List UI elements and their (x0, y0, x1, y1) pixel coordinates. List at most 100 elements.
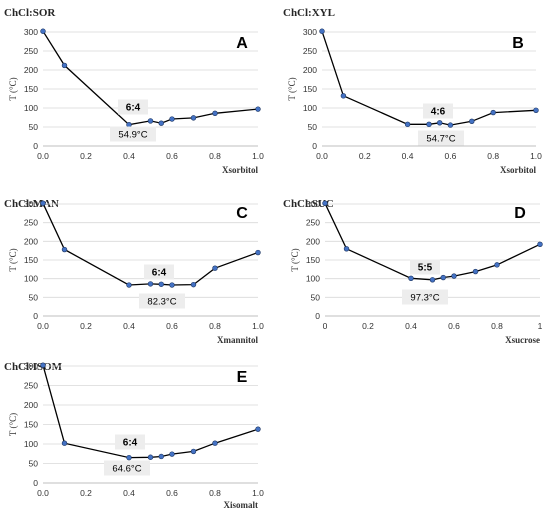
data-point (322, 200, 328, 206)
x-tick-label: 0.8 (209, 488, 221, 498)
y-tick-label: 0 (315, 311, 320, 321)
x-tick-label: 0.2 (362, 321, 374, 331)
data-point (440, 274, 446, 281)
eutectic-temp-label: 54.7°C (426, 134, 455, 145)
data-point (437, 120, 443, 126)
data-point (255, 106, 261, 112)
panel-letter: D (514, 205, 526, 222)
x-tick-label: 0.8 (491, 321, 503, 331)
y-tick-label: 250 (24, 381, 38, 391)
x-tick-label: 0.0 (316, 151, 328, 161)
data-point (340, 93, 347, 99)
y-axis-title: T (°C) (287, 77, 297, 100)
chart-panel-a: ChCl:SOR 0 50 100 150 200 250 300 0.0 0.2 0.4 0.6 0.… (4, 7, 264, 175)
data-point (212, 265, 218, 271)
chart-panel-d: ChCl:SUC 0 50 100 150 200 250 300 0 0.2 0.4 0.6 0.8 1… (283, 198, 543, 345)
ratio-label-box (115, 434, 145, 450)
panel-letter: E (237, 369, 248, 386)
temp-label-box (418, 130, 464, 146)
y-tick-label: 150 (303, 84, 317, 94)
y-axis-title: T (°C) (8, 77, 18, 100)
ratio-label-box (410, 259, 440, 275)
x-tick-label: 1 (538, 321, 543, 331)
x-tick-label: 1.0 (252, 151, 264, 161)
x-tick-label: 0.0 (37, 488, 49, 498)
data-point (158, 453, 164, 460)
y-tick-label: 300 (24, 199, 38, 209)
data-point (158, 281, 164, 287)
data-point (408, 275, 414, 281)
x-axis-title: Xsorbitol (500, 165, 536, 175)
data-point (40, 28, 46, 34)
panel-letter: B (512, 35, 524, 52)
x-tick-label: 1.0 (252, 321, 264, 331)
data-point (147, 281, 154, 287)
data-point (404, 121, 411, 128)
x-tick-label: 0.8 (209, 321, 221, 331)
x-tick-label: 0.4 (123, 488, 135, 498)
y-tick-label: 100 (24, 103, 38, 113)
chart-panel-b: ChCl:XYL 0 50 100 150 200 250 300 0.0 0.2 0.4 0.6 0.… (283, 7, 542, 175)
x-tick-label: 0.8 (209, 151, 221, 161)
data-point (169, 282, 175, 288)
y-axis-title: T (°C) (8, 248, 18, 271)
y-axis-title: T (°C) (290, 248, 300, 271)
x-tick-label: 0.4 (402, 151, 414, 161)
y-tick-label: 300 (306, 199, 320, 209)
temp-label-box (110, 126, 156, 142)
y-tick-label: 200 (306, 236, 320, 246)
data-point (61, 440, 68, 446)
y-tick-label: 300 (24, 27, 38, 37)
molar-ratio-label: 6:4 (126, 103, 141, 114)
y-tick-label: 150 (24, 255, 38, 265)
data-point (255, 426, 261, 432)
x-tick-label: 0 (323, 321, 328, 331)
x-axis-title: Xsucrose (505, 335, 540, 345)
data-point (494, 262, 500, 268)
data-point (255, 249, 261, 256)
x-tick-label: 0.6 (448, 321, 460, 331)
series-line (42, 30, 259, 126)
y-tick-label: 50 (308, 122, 318, 132)
y-tick-label: 150 (24, 420, 38, 430)
y-tick-label: 200 (24, 65, 38, 75)
temp-label-box (139, 293, 185, 309)
y-tick-label: 150 (24, 84, 38, 94)
eutectic-temp-label: 82.3°C (147, 297, 176, 308)
y-tick-label: 0 (33, 311, 38, 321)
x-tick-label: 0.0 (37, 321, 49, 331)
data-point (147, 118, 154, 124)
data-point (533, 107, 539, 113)
y-tick-label: 250 (303, 46, 317, 56)
y-tick-label: 50 (29, 122, 39, 132)
y-tick-label: 100 (303, 103, 317, 113)
data-point (447, 122, 454, 128)
y-tick-label: 100 (24, 439, 38, 449)
x-tick-label: 0.6 (166, 151, 178, 161)
chart-panel-e: ChCl:ISOM 0 50 100 150 200 250 300 0.0 0.2 0.4 0.6 0… (4, 361, 264, 510)
y-tick-label: 0 (33, 478, 38, 488)
y-tick-label: 50 (311, 292, 321, 302)
panel-letter: A (236, 35, 248, 52)
x-tick-label: 0.6 (166, 321, 178, 331)
y-tick-label: 50 (29, 459, 39, 469)
x-tick-label: 0.2 (359, 151, 371, 161)
x-tick-label: 0.6 (444, 151, 456, 161)
ratio-label-box (144, 264, 174, 280)
x-tick-label: 0.4 (405, 321, 417, 331)
x-tick-label: 0.2 (80, 321, 92, 331)
y-tick-label: 0 (33, 141, 38, 151)
x-axis-title: Xsorbitol (222, 165, 258, 175)
y-tick-label: 0 (312, 141, 317, 151)
x-tick-label: 1.0 (252, 488, 264, 498)
y-tick-label: 250 (306, 218, 320, 228)
panel-title: ChCl:SUC (283, 198, 334, 210)
temp-label-box (402, 289, 448, 305)
temp-label-box (104, 460, 150, 476)
y-tick-label: 100 (24, 274, 38, 284)
panel-letter: C (236, 205, 248, 222)
y-tick-label: 200 (303, 65, 317, 75)
data-point (40, 362, 46, 368)
